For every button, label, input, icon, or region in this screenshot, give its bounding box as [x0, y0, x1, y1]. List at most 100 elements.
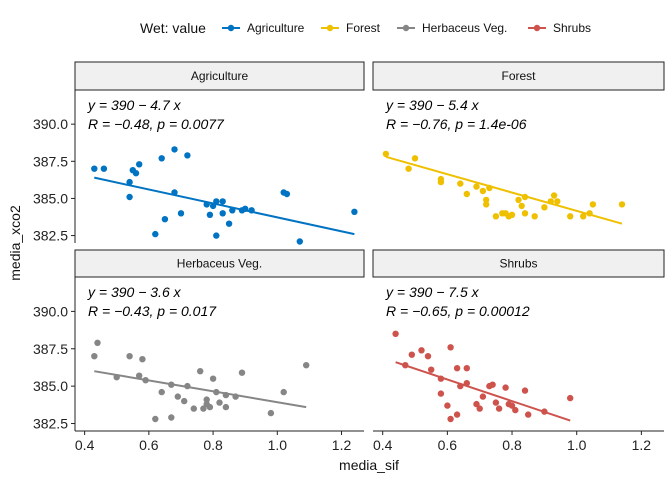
x-tick-label-1-1.0: 1.0 — [567, 437, 587, 453]
point-herbaceus-veg-8 — [158, 388, 165, 396]
point-shrubs-23 — [502, 384, 509, 391]
point-shrubs-25 — [508, 402, 516, 409]
point-agriculture-6 — [136, 161, 143, 168]
legend-label-shrubs: Shrubs — [553, 21, 591, 35]
point-forest-30 — [618, 201, 626, 208]
point-herbaceus-veg-16 — [200, 405, 207, 412]
axes: media_sif media_xco2 382.5 385.0 387.5 390.… — [7, 90, 664, 473]
y-tick-label-1-385.0: 385.0 — [33, 378, 68, 394]
point-forest-24 — [550, 192, 558, 199]
point-forest-1 — [405, 165, 412, 172]
point-shrubs-0 — [392, 330, 399, 337]
fit-line-agriculture — [94, 176, 355, 236]
legend-dot-agriculture — [227, 24, 235, 32]
stats-agriculture: R = −0.48, p = 0.0077 — [88, 116, 225, 132]
stats-shrubs: R = −0.65, p = 0.00012 — [386, 303, 530, 319]
legend-label-herbaceus-veg: Herbaceus Veg. — [422, 21, 507, 35]
point-shrubs-5 — [428, 366, 435, 373]
x-tick-label-1-1.2: 1.2 — [632, 437, 652, 453]
point-shrubs-2 — [408, 351, 415, 358]
point-herbaceus-veg-10 — [168, 414, 175, 421]
point-forest-5 — [457, 180, 464, 187]
strip-label-agriculture: Agriculture — [191, 69, 249, 83]
point-shrubs-4 — [424, 353, 432, 360]
point-forest-9 — [483, 196, 490, 204]
point-shrubs-22 — [495, 405, 503, 412]
point-forest-7 — [473, 183, 480, 190]
strip-herbaceus-veg — [74, 249, 365, 278]
legend-title: Wet: value — [140, 20, 206, 36]
point-agriculture-2 — [126, 178, 133, 186]
point-agriculture-13 — [184, 152, 191, 159]
y-tick-label-1-390.0: 390.0 — [33, 303, 68, 319]
point-forest-10 — [483, 201, 490, 208]
point-agriculture-29 — [351, 208, 358, 215]
point-agriculture-15 — [206, 211, 214, 218]
point-forest-27 — [580, 213, 587, 220]
panel-agriculture: Agriculture y = 390 − 4.7 x R = −0.48, p =… — [74, 61, 365, 245]
x-tick-label-0-0.8: 0.8 — [203, 437, 223, 453]
point-shrubs-11 — [453, 411, 461, 418]
point-forest-25 — [554, 198, 561, 205]
stats-forest: R = −0.76, p = 1.4e-06 — [386, 116, 527, 132]
point-agriculture-1 — [100, 165, 108, 172]
x-axis-title: media_sif — [339, 457, 399, 473]
point-agriculture-28 — [296, 238, 303, 245]
legend-label-agriculture: Agriculture — [247, 21, 305, 35]
point-shrubs-30 — [567, 394, 574, 402]
point-forest-26 — [567, 213, 574, 220]
point-agriculture-10 — [171, 146, 178, 153]
point-agriculture-19 — [219, 198, 226, 205]
point-herbaceus-veg-12 — [181, 397, 188, 405]
point-forest-12 — [492, 213, 500, 220]
x-tick-label-1-0.6: 0.6 — [438, 437, 458, 453]
y-tick-label-0-382.5: 382.5 — [33, 228, 68, 244]
strip-label-forest: Forest — [501, 69, 536, 83]
y-tick-label-1-382.5: 382.5 — [33, 416, 68, 432]
point-forest-8 — [479, 187, 487, 195]
point-shrubs-21 — [492, 399, 500, 406]
y-tick-label-0-390.0: 390.0 — [33, 116, 68, 132]
x-tick-label-0-0.4: 0.4 — [75, 437, 95, 453]
point-shrubs-26 — [512, 406, 519, 414]
point-herbaceus-veg-22 — [216, 399, 223, 406]
point-herbaceus-veg-5 — [139, 356, 146, 363]
point-herbaceus-veg-1 — [94, 339, 101, 346]
equation-forest: y = 390 − 5.4 x — [385, 97, 480, 113]
point-agriculture-12 — [177, 210, 185, 217]
point-agriculture-27 — [283, 190, 291, 198]
point-shrubs-18 — [479, 393, 487, 400]
point-herbaceus-veg-29 — [303, 362, 310, 369]
point-herbaceus-veg-18 — [203, 396, 210, 403]
point-shrubs-14 — [463, 365, 470, 372]
point-shrubs-6 — [437, 390, 445, 397]
x-tick-label-1-0.8: 0.8 — [502, 437, 522, 453]
panel-herbaceus-veg: Herbaceus Veg. y = 390 − 3.6 x R = −0.43, … — [74, 249, 365, 423]
point-shrubs-3 — [418, 347, 425, 354]
panels: Agriculture y = 390 − 4.7 x R = −0.48, p =… — [74, 61, 665, 423]
point-agriculture-18 — [213, 232, 220, 239]
fit-line-herbaceus-veg — [94, 370, 307, 409]
point-agriculture-0 — [91, 165, 98, 172]
point-herbaceus-veg-27 — [267, 409, 275, 417]
point-forest-4 — [437, 178, 445, 186]
point-agriculture-9 — [161, 216, 169, 223]
point-agriculture-7 — [152, 230, 159, 238]
point-shrubs-10 — [447, 415, 454, 423]
panel-shrubs: Shrubs y = 390 − 7.5 x R = −0.65, p = 0.00… — [372, 249, 665, 423]
point-herbaceus-veg-20 — [209, 375, 217, 382]
point-agriculture-4 — [132, 170, 140, 177]
point-shrubs-12 — [453, 365, 461, 372]
point-forest-6 — [463, 190, 470, 198]
point-agriculture-21 — [225, 220, 233, 227]
point-herbaceus-veg-24 — [222, 403, 230, 411]
point-agriculture-8 — [158, 155, 165, 162]
y-axis-title: media_xco2 — [7, 205, 23, 281]
point-forest-2 — [411, 155, 419, 162]
point-shrubs-28 — [525, 411, 532, 418]
point-herbaceus-veg-7 — [152, 415, 159, 423]
point-herbaceus-veg-0 — [91, 353, 98, 360]
point-herbaceus-veg-4 — [136, 372, 143, 379]
legend-label-forest: Forest — [346, 21, 381, 35]
